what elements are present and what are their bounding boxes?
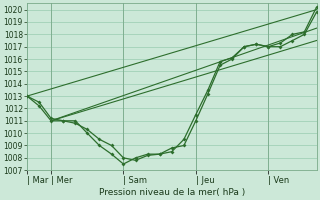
X-axis label: Pression niveau de la mer( hPa ): Pression niveau de la mer( hPa ) xyxy=(99,188,245,197)
